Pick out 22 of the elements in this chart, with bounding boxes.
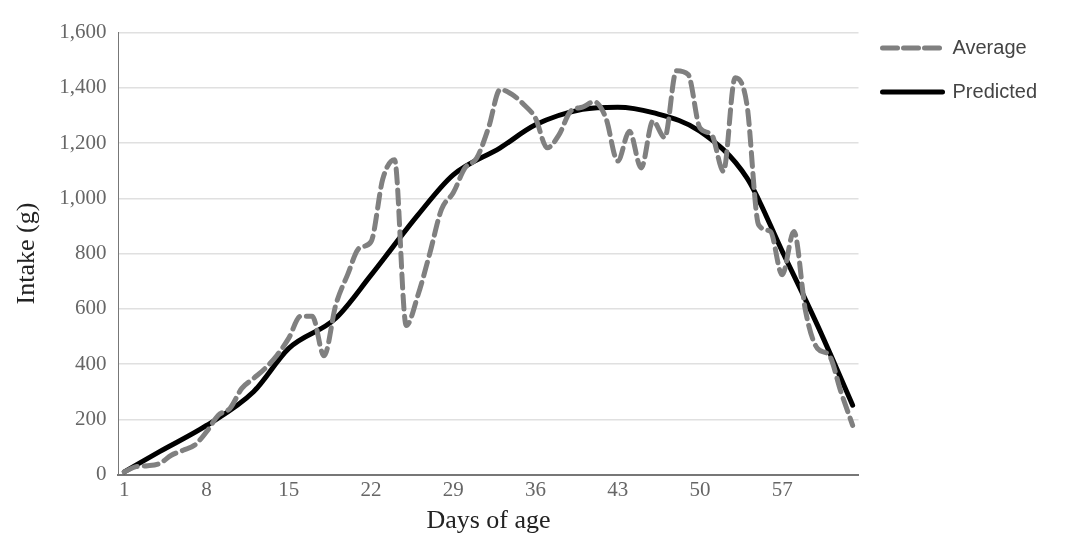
y-tick-label: 400 xyxy=(74,350,107,375)
y-tick-label: 1,600 xyxy=(59,19,107,44)
y-tick-label: 0 xyxy=(95,461,107,486)
x-tick-label: 1 xyxy=(119,476,130,501)
x-tick-label: 22 xyxy=(360,476,382,501)
x-tick-label: 43 xyxy=(607,476,629,501)
x-tick-label: 15 xyxy=(278,476,300,501)
x-tick-label: 36 xyxy=(524,476,546,501)
x-tick-label: 8 xyxy=(201,476,212,501)
y-tick-label: 800 xyxy=(74,240,107,265)
y-tick-label: 200 xyxy=(74,405,107,430)
y-axis-title: Intake (g) xyxy=(11,202,41,305)
y-tick-label: 1,400 xyxy=(59,74,107,99)
legend-label: Predicted xyxy=(952,79,1038,102)
legend-label: Average xyxy=(952,35,1027,58)
x-axis-title: Days of age xyxy=(426,505,551,535)
x-tick-label: 29 xyxy=(442,476,464,501)
x-tick-label: 50 xyxy=(689,476,711,501)
x-tick-label: 57 xyxy=(771,476,793,501)
y-tick-label: 1,200 xyxy=(59,129,107,154)
y-tick-label: 600 xyxy=(74,295,107,320)
y-tick-label: 1,000 xyxy=(59,184,107,209)
